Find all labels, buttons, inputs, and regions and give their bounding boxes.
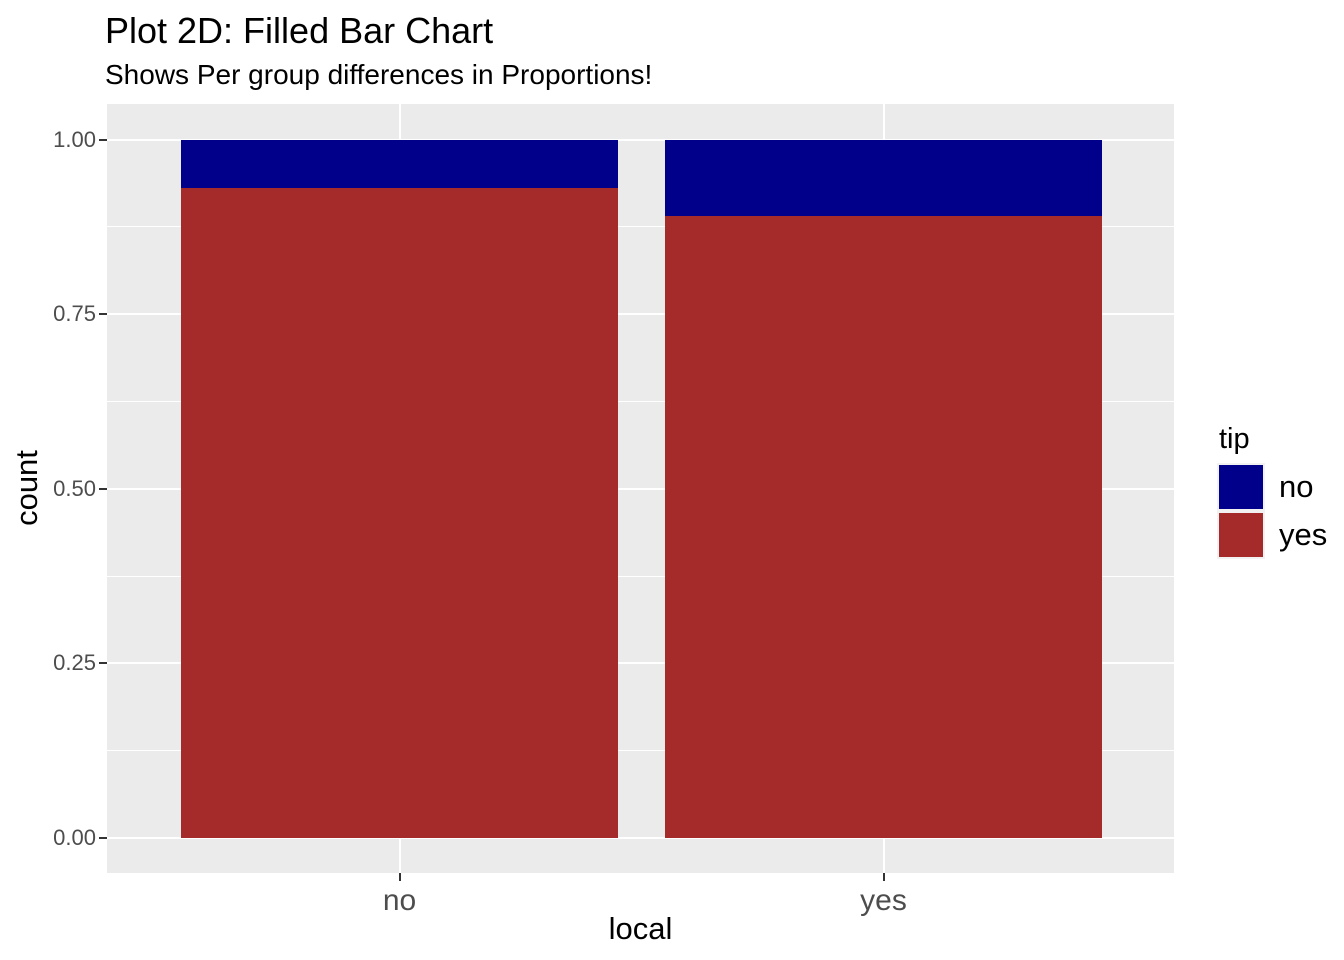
- bar-segment-no-yes: [181, 188, 618, 838]
- gridline-minor-h: [107, 401, 1174, 402]
- legend-keys: no yes: [1217, 463, 1344, 559]
- gridline-major-h: [107, 313, 1174, 316]
- legend-key: [1217, 511, 1265, 559]
- gridline-major-h: [107, 662, 1174, 665]
- legend: tip no yes: [1217, 424, 1344, 559]
- y-tick-mark: [99, 138, 107, 141]
- bar-segment-no-no: [181, 139, 618, 189]
- x-tick-label: no: [382, 884, 417, 917]
- y-tick-label: 0.75: [53, 301, 96, 327]
- gridline-major-h: [107, 837, 1174, 839]
- plot-subtitle: Shows Per group differences in Proportio…: [105, 59, 653, 90]
- x-axis-title: local: [608, 911, 673, 946]
- legend-row-yes: yes: [1217, 511, 1344, 559]
- y-tick-mark: [99, 662, 107, 665]
- y-tick-label: 1.00: [53, 126, 96, 152]
- legend-swatch-yes: [1219, 513, 1263, 557]
- legend-label: yes: [1279, 517, 1328, 552]
- y-tick-label: 0.25: [53, 650, 96, 676]
- bar-segment-yes-yes: [665, 216, 1102, 838]
- legend-label: no: [1279, 469, 1314, 504]
- y-axis-title: count: [9, 450, 44, 526]
- plot-panel: [107, 104, 1174, 873]
- plot-title: Plot 2D: Filled Bar Chart: [105, 10, 494, 51]
- x-tick-mark: [882, 873, 885, 881]
- legend-title: tip: [1219, 423, 1250, 455]
- x-tick-mark: [398, 873, 401, 881]
- y-tick-label: 0.00: [53, 825, 96, 850]
- gridline-minor-h: [107, 750, 1174, 752]
- y-tick-mark: [99, 313, 107, 316]
- legend-key: [1217, 463, 1265, 511]
- gridline-minor-h: [107, 575, 1174, 577]
- gridline-major-h: [107, 487, 1174, 490]
- legend-swatch-no: [1219, 465, 1263, 509]
- y-tick-mark: [99, 837, 107, 839]
- x-tick-label: yes: [860, 884, 907, 917]
- gridline-major-h: [107, 138, 1174, 141]
- legend-row-no: no: [1217, 463, 1344, 511]
- bar-segment-yes-no: [665, 139, 1102, 217]
- gridline-minor-h: [107, 226, 1174, 228]
- y-tick-label: 0.50: [53, 475, 96, 501]
- y-tick-mark: [99, 487, 107, 490]
